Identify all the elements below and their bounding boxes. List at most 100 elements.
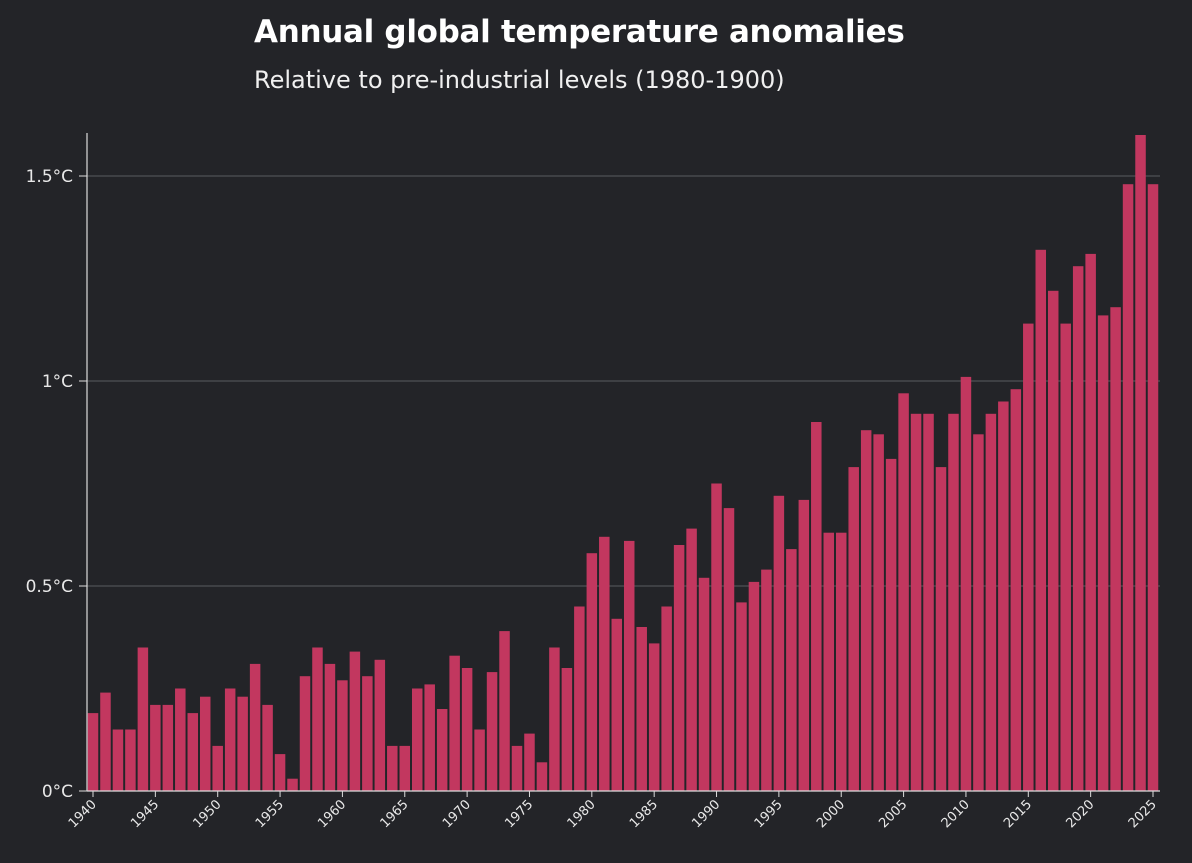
bar-1976	[536, 762, 548, 791]
bar-1965	[399, 745, 411, 791]
x-tick-label: 2020	[1063, 797, 1097, 831]
bar-1964	[387, 745, 398, 791]
bar-1962	[362, 676, 373, 791]
y-tick-label: 1.5°C	[26, 167, 73, 187]
bar-1990	[711, 483, 722, 791]
bar-1961	[349, 651, 361, 791]
bar-1991	[723, 508, 735, 791]
bar-1943	[125, 729, 136, 791]
x-tick-label: 2015	[1001, 797, 1035, 831]
bar-2011	[973, 434, 984, 791]
y-tick-label: 1°C	[42, 372, 73, 392]
bar-2009	[948, 413, 959, 791]
bar-2008	[935, 467, 947, 791]
bar-1953	[249, 663, 261, 791]
bar-2020	[1085, 253, 1096, 791]
x-tick-label: 1945	[128, 797, 162, 831]
bar-1988	[686, 528, 697, 791]
bar-1963	[374, 659, 386, 791]
bar-1992	[736, 602, 747, 791]
x-tick-label: 2025	[1126, 797, 1160, 831]
bar-1989	[698, 577, 710, 791]
bar-1947	[175, 688, 186, 791]
bar-2016	[1035, 249, 1047, 792]
bar-2004	[885, 458, 897, 791]
bar-1980	[586, 553, 598, 791]
y-tick-label: 0°C	[42, 782, 73, 802]
bar-1972	[486, 672, 498, 791]
x-tick-label: 1940	[66, 797, 100, 831]
bar-2015	[1023, 323, 1034, 791]
bar-1987	[673, 545, 685, 791]
bar-1960	[337, 680, 348, 791]
bar-1973	[499, 631, 510, 791]
bar-2003	[873, 434, 884, 791]
x-tick-label: 1995	[752, 797, 786, 831]
bar-1958	[312, 647, 323, 791]
chart-subtitle: Relative to pre-industrial levels (1980-…	[254, 66, 785, 94]
bar-1977	[549, 647, 560, 791]
x-tick-label: 1990	[689, 797, 723, 831]
bar-1981	[599, 536, 610, 791]
x-tick-label: 1960	[315, 797, 349, 831]
bar-2017	[1047, 290, 1059, 791]
bar-1967	[424, 684, 435, 791]
bar-1959	[324, 663, 336, 791]
bar-1968	[436, 709, 448, 791]
bar-2024	[1135, 135, 1146, 791]
x-tick-label: 1980	[565, 797, 599, 831]
bar-1999	[823, 532, 835, 791]
bar-2000	[835, 532, 847, 791]
bar-1982	[611, 618, 623, 791]
bar-1956	[287, 778, 298, 791]
x-tick-label: 2010	[939, 797, 973, 831]
bar-1998	[811, 422, 822, 791]
bar-1974	[511, 745, 523, 791]
bar-1994	[761, 569, 772, 791]
chart-title: Annual global temperature anomalies	[254, 14, 905, 50]
bar-1984	[636, 627, 647, 791]
bar-2018	[1060, 323, 1071, 791]
bar-1971	[474, 729, 485, 791]
bar-1940	[87, 713, 99, 791]
bar-2025	[1147, 184, 1159, 791]
bar-1946	[162, 704, 174, 791]
bar-1966	[411, 688, 423, 791]
bar-2001	[848, 467, 859, 791]
bar-1955	[274, 754, 286, 791]
bar-1986	[661, 606, 672, 791]
x-tick-label: 1970	[440, 797, 474, 831]
bar-1996	[786, 549, 797, 791]
bar-2007	[923, 413, 934, 791]
bar-1970	[461, 668, 473, 791]
x-tick-label: 1975	[502, 797, 536, 831]
bar-1950	[212, 745, 223, 791]
bar-1954	[262, 704, 273, 791]
bar-2023	[1122, 184, 1134, 791]
bar-1979	[574, 606, 585, 791]
bar-1969	[449, 655, 460, 791]
bar-1945	[150, 704, 161, 791]
bar-2010	[960, 376, 972, 791]
bar-1948	[187, 713, 199, 791]
bar-1949	[199, 696, 211, 791]
bar-2012	[985, 413, 997, 791]
bar-1978	[561, 668, 573, 791]
bar-2021	[1097, 315, 1109, 791]
y-tick-label: 0.5°C	[26, 577, 73, 597]
x-tick-label: 1965	[378, 797, 412, 831]
x-tick-label: 1985	[627, 797, 661, 831]
bar-1944	[137, 647, 149, 791]
bar-1941	[100, 692, 111, 791]
bar-1995	[773, 495, 785, 791]
bar-2005	[898, 393, 909, 791]
bar-2019	[1072, 266, 1084, 791]
bar-1975	[524, 733, 535, 791]
bar-1942	[112, 729, 124, 791]
x-tick-label: 1950	[191, 797, 225, 831]
x-tick-label: 2000	[814, 797, 848, 831]
bar-2014	[1010, 389, 1022, 791]
bar-1951	[224, 688, 236, 791]
bar-1983	[623, 540, 635, 791]
